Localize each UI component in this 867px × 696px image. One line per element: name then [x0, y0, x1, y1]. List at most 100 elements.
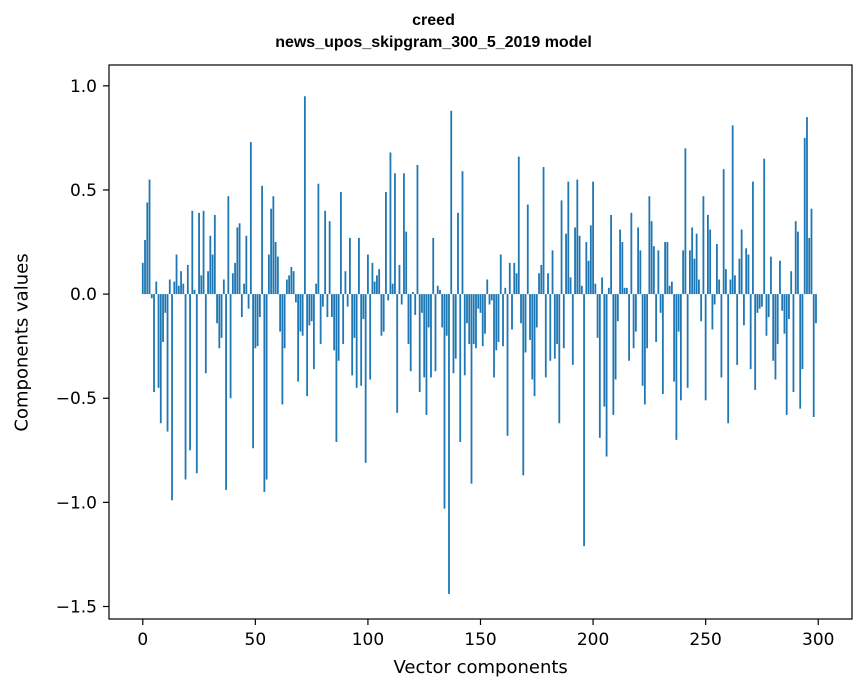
- x-axis-ticks: 0 50 100 150 200 250 300: [137, 619, 834, 650]
- bar: [412, 292, 414, 295]
- bar: [441, 294, 444, 328]
- bar: [477, 294, 480, 309]
- bar: [164, 294, 167, 313]
- bar: [207, 271, 209, 295]
- bar: [288, 275, 291, 295]
- bar: [761, 294, 763, 307]
- bar: [270, 208, 273, 295]
- chart-subtitle: news_upos_skipgram_300_5_2019 model: [275, 34, 592, 51]
- bar: [173, 281, 176, 295]
- bar: [661, 294, 664, 395]
- bar: [734, 275, 736, 295]
- bar: [722, 169, 725, 295]
- y-axis-ticks: 1.0 0.5 0.0 −0.5 −1.0 −1.5: [56, 77, 109, 618]
- x-tick-label: 0: [137, 630, 148, 650]
- bar: [448, 294, 450, 595]
- bar: [463, 294, 466, 376]
- bar: [785, 294, 788, 415]
- bar: [256, 294, 259, 347]
- bar: [783, 294, 786, 334]
- bar: [261, 185, 263, 295]
- bar: [670, 281, 673, 295]
- x-tick-label: 300: [802, 630, 834, 650]
- bar: [533, 294, 536, 397]
- bar: [457, 212, 459, 295]
- bar: [587, 260, 590, 295]
- bar: [344, 271, 347, 295]
- bar: [346, 294, 349, 307]
- bar: [468, 294, 471, 345]
- bar: [736, 294, 739, 365]
- bar: [531, 294, 534, 380]
- bar: [538, 273, 540, 295]
- bar: [765, 294, 768, 336]
- bar: [637, 227, 640, 295]
- bar: [427, 294, 430, 328]
- bar: [756, 294, 759, 313]
- bar: [349, 237, 351, 295]
- bar: [535, 294, 538, 328]
- bar: [788, 294, 790, 320]
- x-tick-label: 150: [464, 630, 496, 650]
- bar: [319, 294, 322, 345]
- bar: [594, 283, 597, 295]
- bar: [200, 275, 203, 295]
- bar: [779, 260, 781, 295]
- y-tick-label: 1.0: [70, 77, 97, 97]
- bar: [574, 227, 576, 295]
- bar: [418, 294, 421, 392]
- bar: [234, 262, 236, 295]
- bar: [292, 271, 295, 295]
- bar: [673, 294, 676, 382]
- bar: [497, 294, 500, 342]
- bar: [254, 294, 257, 349]
- bar: [493, 294, 495, 378]
- bar: [803, 137, 806, 295]
- bar: [598, 294, 601, 438]
- bar: [308, 294, 311, 326]
- bar: [648, 196, 651, 295]
- bar: [806, 117, 808, 295]
- bar: [486, 279, 489, 295]
- bar: [276, 256, 279, 295]
- bar: [704, 294, 707, 401]
- bar: [182, 283, 185, 295]
- bar: [358, 237, 360, 295]
- bar: [688, 250, 691, 295]
- bar: [511, 294, 513, 330]
- bar: [445, 294, 448, 336]
- bar: [720, 294, 723, 378]
- bar: [650, 221, 653, 295]
- bar: [502, 294, 504, 347]
- bar: [373, 281, 376, 295]
- bar: [153, 294, 155, 392]
- bar: [211, 254, 214, 295]
- bar: [679, 294, 682, 401]
- bar: [317, 183, 320, 295]
- bar: [258, 294, 261, 318]
- bar: [321, 294, 324, 307]
- bar: [353, 294, 356, 338]
- bar: [340, 192, 342, 295]
- bar: [709, 229, 712, 295]
- bar: [707, 214, 709, 295]
- bar: [488, 294, 491, 305]
- bar: [646, 294, 649, 349]
- bar: [583, 294, 585, 547]
- bar: [403, 173, 405, 295]
- bar: [430, 294, 432, 378]
- bar: [364, 294, 367, 463]
- bar: [729, 279, 732, 295]
- bar: [666, 242, 669, 295]
- bar: [693, 258, 696, 295]
- bar: [326, 294, 329, 318]
- y-tick-label: −0.5: [56, 389, 97, 409]
- bar: [459, 294, 462, 442]
- y-tick-label: 0.5: [70, 181, 97, 201]
- bar: [522, 294, 525, 476]
- bar: [743, 294, 745, 326]
- bar: [333, 294, 336, 351]
- bar: [331, 294, 333, 318]
- bar: [547, 273, 549, 295]
- bar: [567, 181, 570, 295]
